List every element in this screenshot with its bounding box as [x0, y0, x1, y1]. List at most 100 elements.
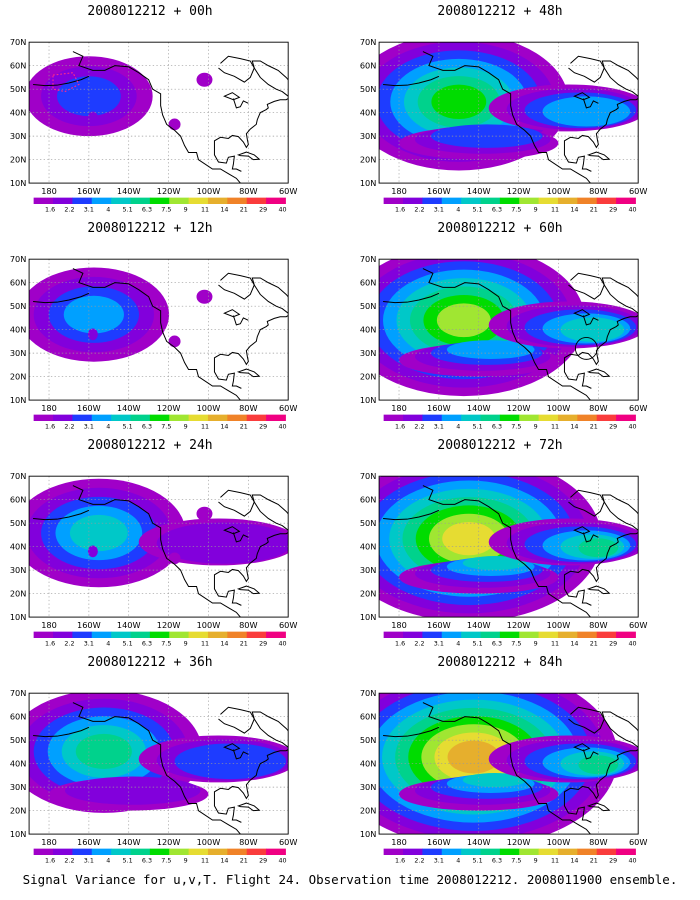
colorbar-swatch	[480, 414, 501, 421]
lon-tick-label: 160W	[427, 620, 451, 630]
colorbar-swatch	[383, 631, 404, 638]
colorbar-swatch	[149, 631, 170, 638]
contour-level	[63, 295, 124, 334]
variance-field	[379, 42, 639, 184]
map-panel: 2008012212 + 00h 70N 60N 50N 40N 30N 20N 10N 180…	[0, 2, 300, 214]
colorbar-label: 2.2	[414, 857, 424, 864]
colorbar-label: 9	[184, 857, 188, 864]
colorbar-swatch	[557, 848, 578, 855]
lat-tick-label: 70N	[360, 37, 377, 47]
contour-level	[168, 552, 181, 565]
colorbar-swatch	[149, 197, 170, 204]
colorbar-swatch	[499, 197, 520, 204]
lat-tick-label: 50N	[360, 301, 377, 311]
colorbar-label: 29	[609, 206, 617, 213]
map-svg: 70N 60N 50N 40N 30N 20N 10N 180 160W 140W 120W 100W…	[360, 37, 648, 213]
colorbar-label: 11	[201, 857, 209, 864]
colorbar-swatch	[91, 197, 112, 204]
map-frame	[378, 258, 639, 401]
contour-level	[442, 522, 496, 556]
lat-tick-label: 60N	[10, 711, 27, 721]
lat-tick-label: 70N	[360, 688, 377, 698]
lon-tick-label: 180	[41, 403, 57, 413]
lat-tick-label: 40N	[10, 107, 27, 117]
colorbar-label: 2.2	[64, 206, 74, 213]
lat-tick-label: 30N	[10, 782, 27, 792]
lon-tick-label: 100W	[547, 837, 571, 847]
lon-tick-label: 140W	[467, 620, 491, 630]
lat-tick-label: 60N	[360, 277, 377, 287]
coastline	[33, 485, 289, 618]
lat-tick-label: 10N	[10, 829, 27, 839]
map-svg: 70N 60N 50N 40N 30N 20N 10N 180 160W 140W 120W 100W…	[10, 37, 298, 213]
map-panel: 2008012212 + 60h 70N 60N 50N 40N 30N 20N 10N 180…	[350, 219, 650, 431]
lon-tick-label: 60W	[279, 403, 297, 413]
colorbar-swatch	[441, 631, 462, 638]
lat-tick-label: 30N	[360, 131, 377, 141]
lon-tick-label: 120W	[507, 403, 531, 413]
lon-tick-label: 140W	[117, 186, 141, 196]
colorbar-swatch	[499, 631, 520, 638]
variance-field	[379, 693, 639, 835]
colorbar-label: 2.2	[414, 206, 424, 213]
variance-field	[29, 42, 289, 184]
colorbar-label: 40	[279, 423, 287, 430]
colorbar-swatch	[130, 848, 151, 855]
map-svg: 70N 60N 50N 40N 30N 20N 10N 180 160W 140W 120W 100W…	[360, 471, 648, 647]
colorbar-label: 5.1	[123, 857, 133, 864]
colorbar-label: 4	[106, 206, 110, 213]
colorbar-swatch	[422, 197, 443, 204]
lon-tick-label: 160W	[77, 837, 101, 847]
map-grid	[29, 693, 289, 835]
contour-level	[446, 340, 535, 359]
colorbar-label: 40	[629, 423, 637, 430]
lon-tick-label: 180	[391, 403, 407, 413]
colorbar-label: 6.3	[142, 640, 152, 647]
map-grid	[29, 476, 289, 618]
colorbar-label: 6.3	[142, 857, 152, 864]
colorbar-swatch	[130, 414, 151, 421]
colorbar-swatch	[577, 197, 598, 204]
lat-tick-label: 50N	[10, 84, 27, 94]
lat-tick-label: 20N	[10, 805, 27, 815]
map-svg: 70N 60N 50N 40N 30N 20N 10N 180 160W 140W 120W 100W…	[360, 254, 648, 430]
lon-tick-label: 180	[391, 837, 407, 847]
lon-tick-label: 140W	[467, 186, 491, 196]
lon-tick-label: 180	[391, 186, 407, 196]
lon-tick-label: 60W	[279, 620, 297, 630]
variance-field	[29, 259, 289, 401]
colorbar-label: 4	[456, 857, 460, 864]
colorbar-label: 14	[570, 423, 578, 430]
contour-level	[168, 335, 181, 348]
colorbar-label: 7.5	[161, 206, 171, 213]
colorbar-swatch	[91, 414, 112, 421]
contour-level	[436, 303, 491, 338]
lon-tick-label: 160W	[427, 403, 451, 413]
colorbar-swatch	[33, 414, 54, 421]
colorbar-swatch	[422, 631, 443, 638]
colorbar-label: 29	[609, 640, 617, 647]
colorbar-swatch	[461, 414, 481, 421]
colorbar-label: 5.1	[473, 206, 483, 213]
lat-tick-label: 60N	[10, 277, 27, 287]
colorbar-swatch	[422, 848, 443, 855]
colorbar-label: 11	[551, 206, 559, 213]
lat-tick-label: 40N	[360, 107, 377, 117]
colorbar-swatch	[111, 848, 131, 855]
colorbar-swatch	[596, 197, 617, 204]
colorbar-label: 2.2	[414, 640, 424, 647]
map-panel: 2008012212 + 24h 70N 60N 50N 40N 30N 20N 10N 180…	[0, 436, 300, 648]
colorbar-swatch	[111, 414, 131, 421]
contour-level	[430, 124, 543, 148]
map-svg: 70N 60N 50N 40N 30N 20N 10N 180 160W 140W 120W 100W…	[10, 254, 298, 430]
colorbar-swatch	[246, 197, 267, 204]
colorbar-label: 6.3	[142, 206, 152, 213]
colorbar-label: 7.5	[161, 640, 171, 647]
colorbar-label: 21	[590, 423, 598, 430]
contour-level	[156, 522, 289, 564]
lon-tick-label: 100W	[547, 403, 571, 413]
lat-tick-label: 60N	[10, 60, 27, 70]
lat-tick-label: 60N	[10, 494, 27, 504]
flight-track	[52, 72, 80, 93]
variance-field	[29, 693, 289, 835]
